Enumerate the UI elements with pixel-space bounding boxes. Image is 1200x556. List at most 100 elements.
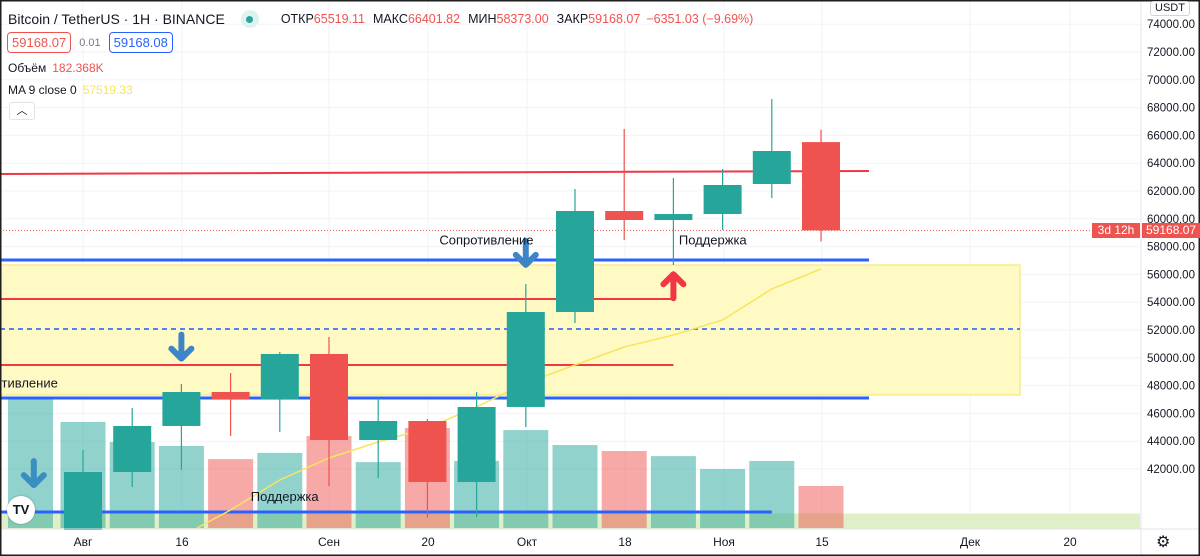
volume-bar [257,452,303,528]
price-tick-label: 56000.00 [1147,269,1195,281]
candle-body [408,420,447,482]
drawing-label: противление [0,376,58,391]
candle-body [506,311,545,407]
indicator-value: 182.368K [52,61,104,75]
indicator-volume[interactable]: Объём 182.368K [8,61,104,75]
time-axis [0,530,1140,556]
price-tick-label: 72000.00 [1147,47,1195,59]
candle-body [359,420,398,440]
volume-bar [700,469,746,528]
indicator-name: MA 9 close 0 [8,83,77,97]
ohlc-value: 66401.82 [407,12,461,26]
time-tick-label: 15 [815,535,829,549]
time-tick-label: 20 [421,535,435,549]
candle-body [752,150,791,184]
currency-label[interactable]: USDT [1150,1,1190,16]
tradingview-logo[interactable]: TV [7,496,35,524]
indicator-ma[interactable]: MA 9 close 0 57519.33 [8,83,133,97]
market-status-icon[interactable] [240,10,259,28]
candle [506,283,545,427]
candle [113,407,152,487]
time-tick-label: 16 [175,535,189,549]
time-tick-label: Дек [960,535,981,549]
candle-body [703,184,742,214]
drawing-label: Поддержка [679,233,748,248]
candle-body [556,211,594,312]
candle-body [457,406,496,482]
last-price-label: 59168.07 [1142,223,1200,238]
sell-button[interactable]: 59168.07 [7,32,72,53]
candle-body [162,391,201,426]
candle [162,383,201,470]
ohlc-values: ОТКР65519.11 МАКС66401.82 МИН58373.00 ЗАКР5… [273,12,641,26]
price-tick-label: 74000.00 [1147,19,1195,31]
price-tick-label: 58000.00 [1147,242,1195,254]
time-tick-label: Сен [318,535,340,549]
candle-body [211,391,250,399]
price-axis [1140,0,1200,556]
candle [703,168,742,230]
candle-body [260,353,299,399]
candle [408,418,447,518]
volume-bar [208,459,254,528]
volume-bar [650,456,696,528]
price-tick-label: 44000.00 [1147,436,1195,448]
candle-body [802,142,840,231]
arrow-up-icon [660,271,687,302]
time-tick-label: Ноя [713,535,735,549]
horizontal-level-line [0,169,870,176]
symbol-title[interactable]: Bitcoin / TetherUS · 1H · BINANCE [8,11,225,27]
price-tick-label: 54000.00 [1147,297,1195,309]
candle-body [310,353,348,440]
candle [605,128,644,240]
ohlc-label: МАКС [373,12,408,26]
time-tick-label: Окт [517,535,538,549]
spread: 0.01 [79,36,101,49]
settings-gear-icon[interactable]: ⚙ [1156,534,1171,551]
price-tick-label: 62000.00 [1147,186,1195,198]
indicator-name: Объём [8,61,47,75]
drawing-label: Поддержка [251,489,320,504]
ohlc-label: МИН [468,12,497,26]
time-tick-label: 18 [618,535,632,549]
ohlc-value: 65519.11 [313,12,366,26]
candle-body [113,425,152,472]
ohlc-value: 59168.07 [588,12,641,26]
buy-button[interactable]: 59168.08 [108,32,173,53]
price-tick-label: 52000.00 [1147,325,1195,337]
collapse-legend-button[interactable]: ︿ [9,102,35,120]
candle [654,178,693,265]
chart-legend: Bitcoin / TetherUS · 1H · BINANCE ОТКР65… [8,10,753,28]
volume-bar [552,445,598,528]
drawing-label: Сопротивление [439,233,533,248]
price-tick-label: 64000.00 [1147,158,1195,170]
candle [359,397,398,478]
arrow-down-icon [512,237,539,268]
candle [802,129,840,242]
candle [260,351,299,432]
candle [64,449,102,530]
price-tick-label: 48000.00 [1147,381,1195,393]
candle [457,391,496,517]
candle [211,372,250,436]
volume-bar [798,485,844,528]
arrow-down-icon [20,458,47,489]
indicator-value: 57519.33 [82,83,133,97]
price-tick-label: 46000.00 [1147,408,1195,420]
ohlc-value: 58373.00 [496,12,549,26]
time-tick-label: 20 [1063,535,1077,549]
arrow-shape [20,458,47,489]
ohlc-label: ОТКР [280,12,314,26]
ma-line [196,268,822,529]
arrow-shape [168,331,195,362]
change-value: −6351.03 (−9.69%) [646,12,754,26]
candle-body [605,211,644,220]
price-tick-label: 70000.00 [1147,75,1195,87]
volume-bar [749,460,795,528]
bar-countdown: 3d 12h [1092,223,1140,238]
volume-bar [601,451,647,528]
quote-panel: 59168.07 0.01 59168.08 [7,32,173,53]
price-tick-label: 60000.00 [1147,214,1195,226]
time-tick-label: Авг [74,535,93,549]
